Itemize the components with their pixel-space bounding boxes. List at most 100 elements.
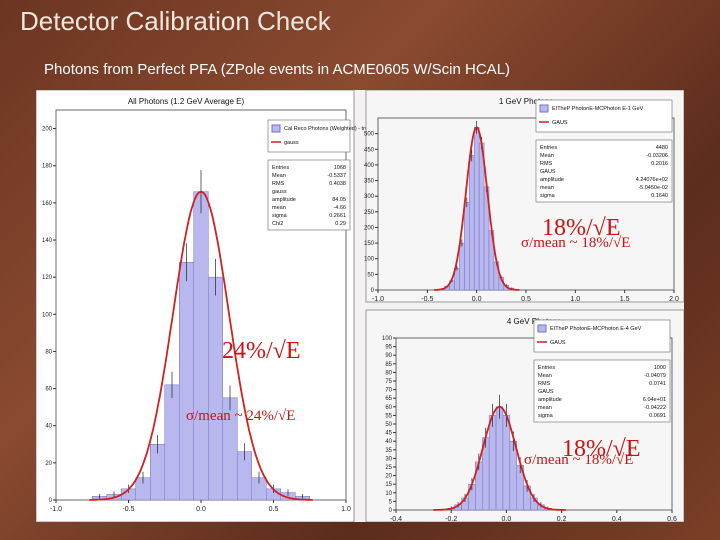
y-tick-label: 30 xyxy=(385,456,392,462)
stats-value: 0.29 xyxy=(335,221,346,227)
stats-key: RMS xyxy=(272,181,285,187)
y-tick-label: 0 xyxy=(389,508,393,514)
y-tick-label: 400 xyxy=(364,163,375,169)
stats-value: -0.04079 xyxy=(644,373,666,379)
y-tick-label: 0 xyxy=(49,498,53,504)
y-tick-label: 90 xyxy=(385,353,392,359)
y-tick-label: 60 xyxy=(45,387,52,393)
stats-value: 0.4038 xyxy=(329,181,346,187)
histogram-bar xyxy=(179,262,194,501)
histogram-bar xyxy=(464,202,470,291)
y-tick-label: 120 xyxy=(42,275,53,281)
stats-key: Entries xyxy=(540,145,557,151)
legend-entry: EITheP PhotonE-MCPhoton E-1 GeV xyxy=(552,106,644,112)
stats-box xyxy=(533,359,671,423)
histogram-bar xyxy=(509,440,518,511)
stats-value: 0.2661 xyxy=(329,213,346,219)
stats-key: sigma xyxy=(540,193,556,199)
stats-value: 84.05 xyxy=(332,197,346,203)
stats-key: Mean xyxy=(540,153,554,159)
y-tick-label: 55 xyxy=(385,413,392,419)
stats-value: 1068 xyxy=(334,165,346,171)
stats-box xyxy=(535,139,673,203)
legend-entry: gauss xyxy=(284,140,299,146)
stats-key: Chi2 xyxy=(272,221,283,227)
stats-value: -4.66 xyxy=(333,205,346,211)
legend-entry: Cal Reco Photons (Weighted) - true PFA xyxy=(284,126,383,132)
histogram-bar xyxy=(488,415,497,511)
y-tick-label: 50 xyxy=(385,422,392,428)
stats-key: gauss xyxy=(272,189,287,195)
gauss-fit-curve xyxy=(89,190,313,501)
legend-swatch xyxy=(537,324,547,333)
resolution-bottom-small: σ/mean ~ 18%/√E xyxy=(524,452,634,468)
stats-key: Entries xyxy=(538,365,555,371)
histogram-bar xyxy=(459,242,465,291)
histogram-canvas: All Photons (1.2 GeV Average E) -1.0 -0.5 0… xyxy=(36,90,684,522)
stats-value: -0.03206 xyxy=(646,153,668,159)
y-tick-label: 15 xyxy=(385,482,392,488)
legend-swatch xyxy=(539,104,549,113)
y-tick-label: 20 xyxy=(45,461,52,467)
y-tick-label: 40 xyxy=(45,424,52,430)
y-tick-label: 140 xyxy=(42,238,53,244)
y-tick-label: 80 xyxy=(45,349,52,355)
y-tick-label: 95 xyxy=(385,345,392,351)
y-tick-label: 40 xyxy=(385,439,392,445)
legend-box xyxy=(535,99,673,133)
x-tick-label: 1.5 xyxy=(620,296,630,303)
legend-box xyxy=(533,319,671,353)
legend-entry: EITheP PhotonE-MCPhoton E-4 GeV xyxy=(550,326,642,332)
stats-value: 0.0691 xyxy=(649,413,666,419)
y-tick-label: 300 xyxy=(364,194,375,200)
histogram-bar xyxy=(495,406,504,511)
x-tick-label: -0.5 xyxy=(421,296,433,303)
stats-value: 0.1640 xyxy=(651,193,668,199)
histogram-title: All Photons (1.2 GeV Average E) xyxy=(128,97,245,106)
resolution-left-small: σ/mean ~ 24%/√E xyxy=(186,408,296,424)
histogram-title: 1 GeV Photons xyxy=(499,97,553,106)
histogram-panel-1: 1 GeV Photons -1.0 -0.5 0.0 0.5 1.0 1.5 2.0 0 50 1… xyxy=(364,90,684,303)
legend-entry: GAUS xyxy=(552,120,568,126)
y-tick-label: 60 xyxy=(385,405,392,411)
gauss-fit-curve xyxy=(434,126,520,291)
histogram-bar xyxy=(208,276,223,501)
y-tick-label: 75 xyxy=(385,379,392,385)
stats-key: amplitude xyxy=(538,397,562,403)
y-tick-label: 200 xyxy=(364,225,375,231)
y-tick-label: 5 xyxy=(389,499,393,505)
stats-box xyxy=(267,159,351,231)
legend-entry: GAUS xyxy=(550,340,566,346)
y-tick-label: 100 xyxy=(364,257,375,263)
stats-value: 4.24076e+02 xyxy=(636,177,668,183)
resolution-bottom-big: 18%/√E xyxy=(562,436,641,462)
y-tick-label: 25 xyxy=(385,465,392,471)
x-tick-label: 0.2 xyxy=(557,516,567,522)
stats-key: RMS xyxy=(540,161,553,167)
legend-swatch xyxy=(271,124,281,133)
y-tick-label: 500 xyxy=(364,132,375,138)
x-tick-label: 0.0 xyxy=(196,506,206,513)
x-tick-label: -1.0 xyxy=(372,296,384,303)
stats-value: 1000 xyxy=(654,365,666,371)
resolution-top-big: 18%/√E xyxy=(542,215,621,241)
stats-key: sigma xyxy=(538,413,554,419)
x-tick-label: 0.6 xyxy=(667,516,677,522)
y-tick-label: 0 xyxy=(371,288,375,294)
resolution-top-small: σ/mean ~ 18%/√E xyxy=(521,235,631,251)
x-tick-label: 0.0 xyxy=(502,516,512,522)
legend-box xyxy=(267,119,351,153)
stats-key: Mean xyxy=(538,373,552,379)
stats-value: -5.0450e-02 xyxy=(638,185,668,191)
stats-key: mean xyxy=(540,185,554,191)
stats-value: -0.04222 xyxy=(644,405,666,411)
slide-subtitle: Photons from Perfect PFA (ZPole events i… xyxy=(44,61,511,78)
stats-key: sigma xyxy=(272,213,288,219)
stats-value: 0.2016 xyxy=(651,161,668,167)
stats-value: 4480 xyxy=(656,145,668,151)
stats-value: 0.0741 xyxy=(649,381,666,387)
resolution-left-big: 24%/√E xyxy=(222,338,301,364)
plot-area: All Photons (1.2 GeV Average E) -1.0 -0.5 0… xyxy=(36,90,684,522)
x-tick-label: 2.0 xyxy=(669,296,679,303)
stats-value: 6.04e+01 xyxy=(643,397,666,403)
